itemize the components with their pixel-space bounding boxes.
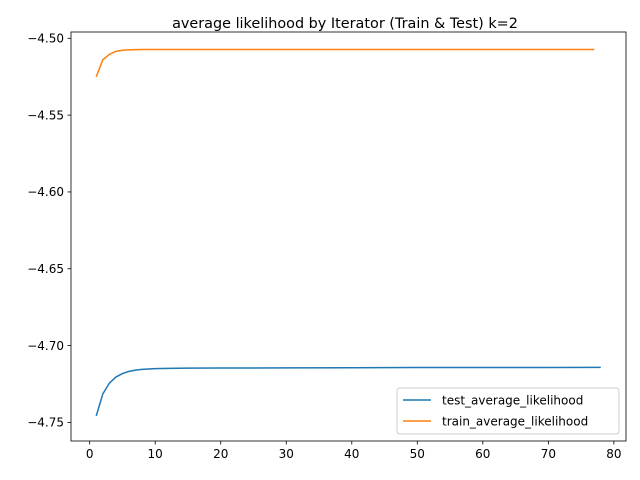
x-tick-label: 0	[86, 447, 94, 461]
y-tick-label: −4.70	[27, 339, 64, 353]
series-line-train	[95, 48, 595, 77]
legend-label: test_average_likelihood	[442, 393, 583, 407]
legend-label: train_average_likelihood	[442, 414, 588, 428]
x-tick-label: 70	[541, 447, 556, 461]
series-line-test	[95, 366, 601, 417]
y-tick-label: −4.50	[27, 32, 64, 46]
x-tick-label: 40	[344, 447, 359, 461]
chart-title: average likelihood by Iterator (Train & …	[172, 16, 518, 32]
y-tick-label: −4.55	[27, 108, 64, 122]
x-tick-label: 50	[410, 447, 425, 461]
y-tick-label: −4.65	[27, 262, 64, 276]
y-tick-label: −4.75	[27, 416, 64, 430]
y-axis: −4.75 −4.70 −4.65 −4.60 −4.55 −4.50	[27, 32, 71, 430]
x-axis: 0 10 20 30 40 50 60 70 80	[86, 441, 622, 461]
x-tick-label: 10	[148, 447, 163, 461]
x-tick-label: 30	[279, 447, 294, 461]
legend: test_average_likelihood train_average_lik…	[396, 387, 620, 435]
x-tick-label: 60	[475, 447, 490, 461]
x-tick-label: 20	[213, 447, 228, 461]
y-tick-label: −4.60	[27, 185, 64, 199]
plot-frame	[70, 31, 627, 442]
x-tick-label: 80	[606, 447, 621, 461]
legend-box	[396, 387, 620, 435]
series-layer	[95, 48, 601, 417]
